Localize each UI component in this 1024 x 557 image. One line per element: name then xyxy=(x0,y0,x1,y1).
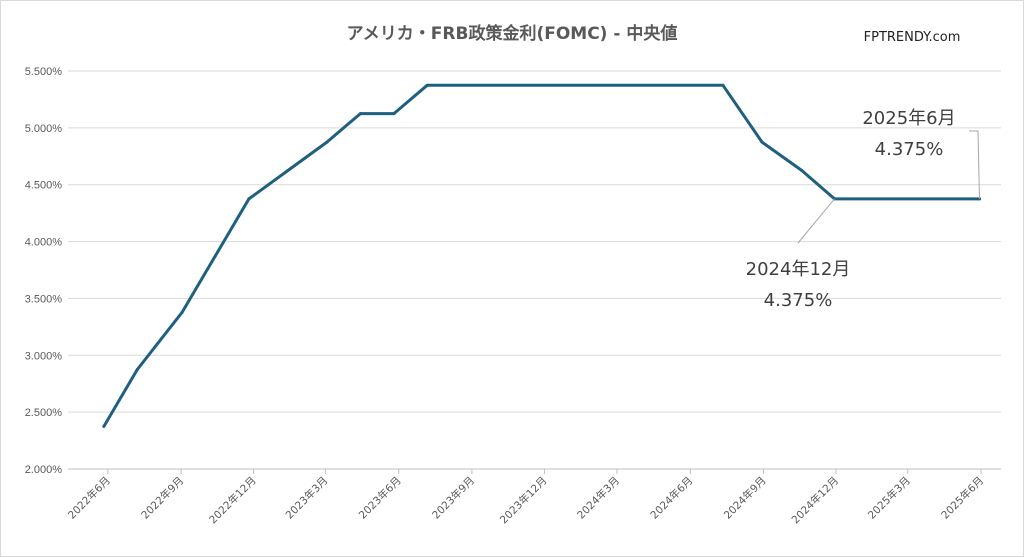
x-axis-ticks: 2022年6月 2022年9月 2022年12月 2023年3月 2023年6月 2023… xyxy=(65,469,986,526)
x-tick-label: 2023年3月 xyxy=(283,474,331,522)
data-point xyxy=(392,112,396,116)
x-tick-label: 2024年3月 xyxy=(574,474,622,522)
data-point xyxy=(247,197,251,201)
x-tick-label: 2025年3月 xyxy=(865,474,913,522)
y-tick-label: 3.500% xyxy=(25,293,63,305)
x-tick-label: 2022年12月 xyxy=(206,474,258,526)
y-axis-ticks: 2.000% 2.500% 3.000% 3.500% 4.000% 4.500% 5.00… xyxy=(25,66,63,476)
y-tick-label: 2.000% xyxy=(25,464,63,476)
data-point xyxy=(180,311,184,315)
x-tick-label: 2022年6月 xyxy=(65,474,113,522)
y-tick-label: 2.500% xyxy=(25,407,63,419)
data-point xyxy=(213,254,217,258)
annotation-value: 4.375% xyxy=(875,139,944,160)
data-point xyxy=(425,83,429,87)
data-point xyxy=(800,169,804,172)
annotation-leader xyxy=(797,198,835,244)
x-tick-label: 2024年9月 xyxy=(721,474,769,522)
y-tick-label: 4.000% xyxy=(25,237,63,249)
data-point xyxy=(325,140,329,144)
y-tick-label: 3.000% xyxy=(25,350,63,362)
annotation-value: 4.375% xyxy=(764,290,833,311)
data-point xyxy=(721,83,725,87)
annotations: 2024年12月 4.375% 2025年6月 4.375% xyxy=(746,108,980,311)
annotation-date: 2024年12月 xyxy=(746,259,851,280)
annotation-date: 2025年6月 xyxy=(862,108,955,129)
x-tick-label: 2025年6月 xyxy=(939,474,987,522)
series-layer xyxy=(102,83,981,428)
data-point xyxy=(102,424,106,428)
chart-title: アメリカ・FRB政策金利(FOMC) - 中央値 xyxy=(347,23,678,44)
x-tick-label: 2024年12月 xyxy=(789,474,841,526)
data-point xyxy=(135,368,139,371)
brand-label: FPTRENDY.com xyxy=(864,30,961,45)
x-tick-label: 2024年6月 xyxy=(648,474,696,522)
x-tick-label: 2023年12月 xyxy=(497,474,549,526)
annotation-leader xyxy=(969,130,980,199)
y-tick-label: 5.500% xyxy=(25,66,63,78)
data-point xyxy=(760,140,764,144)
data-point xyxy=(286,169,290,172)
x-tick-label: 2023年9月 xyxy=(429,474,477,522)
x-tick-label: 2023年6月 xyxy=(356,474,404,522)
series-line xyxy=(102,83,981,428)
y-tick-label: 5.000% xyxy=(25,123,63,135)
y-tick-label: 4.500% xyxy=(25,180,63,192)
x-tick-label: 2022年9月 xyxy=(139,474,187,522)
data-point xyxy=(358,112,362,116)
